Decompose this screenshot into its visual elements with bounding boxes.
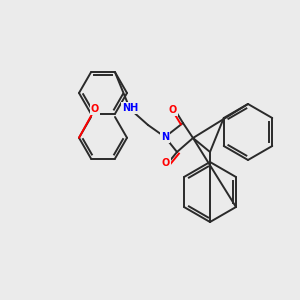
Text: N: N — [161, 132, 169, 142]
Text: O: O — [91, 104, 99, 114]
Text: NH: NH — [122, 103, 138, 113]
Text: O: O — [169, 105, 177, 115]
Text: O: O — [162, 158, 170, 168]
